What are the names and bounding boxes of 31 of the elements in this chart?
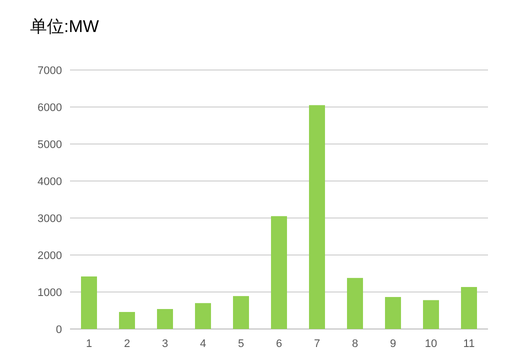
y-tick-label: 0 <box>56 324 62 336</box>
x-tick-label: 9 <box>390 338 396 350</box>
y-tick-label: 5000 <box>38 139 62 151</box>
x-tick-label: 3 <box>162 338 168 350</box>
bar <box>309 105 325 329</box>
chart-title: 单位:MW <box>30 17 99 36</box>
bar <box>195 303 211 329</box>
bar <box>157 309 173 329</box>
x-tick-label: 1 <box>86 338 92 350</box>
y-tick-label: 3000 <box>38 213 62 225</box>
x-tick-label: 10 <box>424 338 438 350</box>
x-tick-label: 5 <box>238 338 244 350</box>
y-tick-label: 6000 <box>38 102 62 114</box>
bar <box>233 296 249 329</box>
bar <box>385 296 401 329</box>
bar <box>119 312 135 329</box>
x-tick-label: 11 <box>463 338 475 350</box>
x-tick-label: 8 <box>352 338 358 350</box>
bar <box>461 287 477 329</box>
bar <box>271 216 287 329</box>
y-tick-label: 2000 <box>38 250 62 262</box>
bar <box>81 276 97 329</box>
y-tick-label: 7000 <box>38 65 62 77</box>
x-tick-label: 7 <box>314 338 320 350</box>
x-tick-label: 6 <box>276 338 282 350</box>
bar <box>423 300 439 329</box>
y-tick-label: 1000 <box>38 287 62 299</box>
bar <box>347 278 363 329</box>
x-tick-label: 4 <box>200 338 206 350</box>
y-tick-label: 4000 <box>38 176 62 188</box>
x-tick-label: 2 <box>124 338 130 350</box>
